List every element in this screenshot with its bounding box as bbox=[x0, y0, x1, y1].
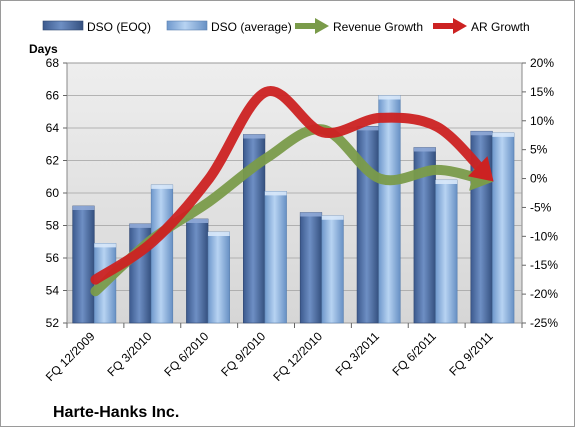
legend-label-ar-growth: AR Growth bbox=[471, 20, 530, 34]
right-tick-label: -15% bbox=[530, 258, 558, 272]
bar-dso-eoq-cap bbox=[243, 134, 265, 139]
bar-dso-eoq bbox=[186, 218, 209, 324]
bar-dso-average-cap bbox=[151, 184, 173, 189]
bar-dso-eoq-cap bbox=[357, 126, 379, 131]
x-axis-ticks: FQ 12/2009 FQ 3/2010 FQ 6/2010 FQ 9/2010 FQ … bbox=[43, 323, 523, 384]
x-tick-label: FQ 9/2010 bbox=[218, 329, 268, 379]
legend: DSO (EOQ) DSO (average) Revenue Growth A… bbox=[42, 18, 530, 34]
line-ar-growth bbox=[90, 86, 489, 285]
left-tick-label: 66 bbox=[46, 89, 60, 103]
legend-item-dso-eoq: DSO (EOQ) bbox=[42, 20, 151, 34]
bar-dso-average bbox=[435, 179, 458, 324]
right-tick-label: 10% bbox=[530, 114, 554, 128]
left-tick-label: 54 bbox=[46, 284, 60, 298]
bar-dso-average bbox=[264, 191, 287, 324]
bar-dso-eoq bbox=[299, 212, 323, 324]
x-tick-label: FQ 12/2010 bbox=[270, 329, 325, 384]
left-tick-label: 60 bbox=[46, 186, 60, 200]
legend-swatch-dso-average bbox=[166, 20, 208, 31]
bar-dso-average-cap bbox=[435, 180, 458, 184]
left-tick-label: 58 bbox=[46, 219, 60, 233]
left-tick-label: 56 bbox=[46, 251, 60, 265]
legend-arrow-revenue-icon bbox=[295, 18, 329, 34]
bar-dso-average bbox=[492, 132, 515, 324]
legend-label-revenue-growth: Revenue Growth bbox=[333, 20, 423, 34]
x-tick-label: FQ 6/2010 bbox=[161, 329, 211, 379]
bar-dso-average-cap bbox=[321, 215, 344, 220]
right-tick-label: 15% bbox=[530, 85, 554, 99]
x-tick-label: FQ 6/2011 bbox=[389, 329, 439, 379]
bars bbox=[72, 95, 515, 324]
bar-dso-eoq-cap bbox=[413, 147, 436, 152]
bar-dso-eoq-cap bbox=[72, 206, 95, 210]
left-axis-ticks: 52 54 56 58 60 62 64 66 68 bbox=[46, 56, 67, 330]
right-tick-label: -10% bbox=[530, 229, 558, 243]
left-tick-label: 62 bbox=[46, 154, 60, 168]
right-tick-label: 20% bbox=[530, 56, 554, 70]
legend-item-ar-growth: AR Growth bbox=[433, 18, 530, 34]
left-tick-label: 52 bbox=[46, 316, 60, 330]
right-tick-label: -5% bbox=[530, 200, 552, 214]
legend-item-dso-average: DSO (average) bbox=[166, 20, 292, 34]
x-tick-label: FQ 3/2010 bbox=[104, 329, 154, 379]
bar-dso-average-cap bbox=[378, 95, 401, 100]
x-tick-label: FQ 3/2011 bbox=[333, 329, 383, 379]
bar-dso-average bbox=[150, 184, 174, 324]
bar-dso-average-cap bbox=[264, 191, 287, 196]
right-tick-label: -20% bbox=[530, 287, 558, 301]
legend-arrow-ar-icon bbox=[433, 18, 467, 34]
growth-lines bbox=[90, 86, 494, 297]
bar-dso-average-cap bbox=[208, 232, 230, 236]
right-tick-label: 5% bbox=[530, 143, 548, 157]
left-tick-label: 68 bbox=[46, 56, 60, 70]
bar-dso-average bbox=[378, 95, 401, 324]
legend-label-dso-average: DSO (average) bbox=[211, 20, 292, 34]
bar-dso-average bbox=[207, 231, 230, 324]
bar-dso-average-cap bbox=[492, 132, 515, 137]
x-tick-label: FQ 12/2009 bbox=[43, 329, 98, 384]
bar-dso-eoq-cap bbox=[129, 223, 152, 228]
right-axis-ticks: -25% -20% -15% -10% -5% 0% 5% 10% 15% 20% bbox=[522, 56, 558, 330]
right-tick-label: -25% bbox=[530, 316, 558, 330]
company-name: Harte-Hanks Inc. bbox=[53, 404, 179, 421]
arrowhead-ar-growth bbox=[468, 156, 494, 182]
y-axis-title: Days bbox=[29, 42, 58, 56]
bar-dso-eoq bbox=[72, 205, 95, 324]
bar-dso-eoq-cap bbox=[300, 212, 322, 217]
right-tick-label: 0% bbox=[530, 172, 548, 186]
x-tick-label: FQ 9/2011 bbox=[446, 329, 496, 379]
legend-swatch-dso-eoq bbox=[42, 20, 84, 31]
bar-dso-average-cap bbox=[94, 243, 116, 248]
left-tick-label: 64 bbox=[46, 121, 60, 135]
legend-label-dso-eoq: DSO (EOQ) bbox=[87, 20, 151, 34]
legend-item-revenue-growth: Revenue Growth bbox=[295, 18, 423, 34]
bar-dso-average bbox=[321, 215, 344, 324]
bar-dso-eoq-cap bbox=[186, 219, 209, 223]
bar-dso-eoq-cap bbox=[470, 131, 493, 136]
